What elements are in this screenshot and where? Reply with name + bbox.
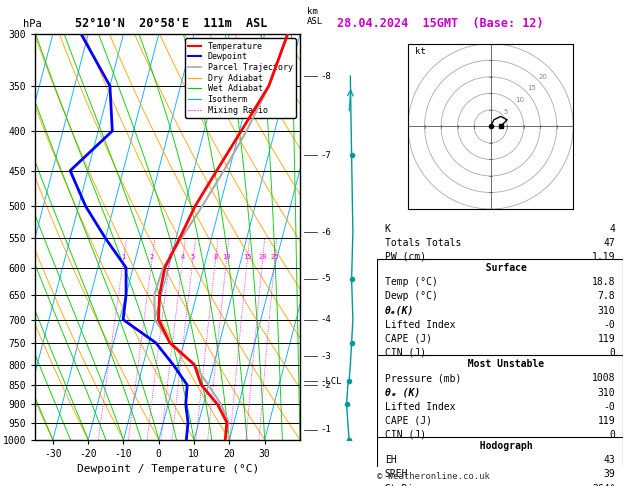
Text: θₑ(K): θₑ(K) (385, 306, 414, 315)
Text: 1: 1 (121, 254, 125, 260)
Text: 3: 3 (167, 254, 172, 260)
Text: Surface: Surface (474, 263, 526, 273)
Text: 43: 43 (604, 455, 615, 466)
Text: Pressure (mb): Pressure (mb) (385, 373, 461, 383)
Text: SREH: SREH (385, 469, 408, 480)
Text: 15: 15 (527, 86, 536, 91)
Text: -0: -0 (604, 320, 615, 330)
Text: Lifted Index: Lifted Index (385, 320, 455, 330)
Text: 25: 25 (270, 254, 279, 260)
Text: 7.8: 7.8 (598, 292, 615, 301)
Text: 5: 5 (504, 109, 508, 115)
Bar (377, 437, 623, 486)
Text: CIN (J): CIN (J) (385, 348, 426, 358)
Text: StmDir: StmDir (385, 484, 420, 486)
Text: EH: EH (385, 455, 396, 466)
Text: 0: 0 (610, 348, 615, 358)
Text: 5: 5 (191, 254, 195, 260)
Text: 119: 119 (598, 416, 615, 426)
Text: 18.8: 18.8 (592, 278, 615, 287)
Bar (377, 355, 623, 458)
Text: Hodograph: Hodograph (468, 441, 532, 451)
Text: 20: 20 (258, 254, 267, 260)
Text: 119: 119 (598, 334, 615, 344)
Text: 10: 10 (516, 97, 525, 103)
Text: Most Unstable: Most Unstable (456, 359, 544, 369)
Text: 28.04.2024  15GMT  (Base: 12): 28.04.2024 15GMT (Base: 12) (337, 17, 543, 30)
Text: θₑ (K): θₑ (K) (385, 387, 420, 398)
Text: 4: 4 (181, 254, 184, 260)
Text: -0: -0 (604, 401, 615, 412)
Text: Lifted Index: Lifted Index (385, 401, 455, 412)
Text: -4: -4 (320, 315, 331, 324)
Text: CAPE (J): CAPE (J) (385, 334, 431, 344)
Text: 39: 39 (604, 469, 615, 480)
Text: 310: 310 (598, 387, 615, 398)
Text: -5: -5 (320, 274, 331, 283)
Text: kt: kt (415, 47, 425, 56)
Text: 1.19: 1.19 (592, 252, 615, 262)
Text: -2: -2 (320, 381, 331, 390)
X-axis label: Dewpoint / Temperature (°C): Dewpoint / Temperature (°C) (77, 465, 259, 474)
Text: -1: -1 (320, 425, 331, 434)
Text: 52°10'N  20°58'E  111m  ASL: 52°10'N 20°58'E 111m ASL (75, 17, 268, 30)
Text: hPa: hPa (23, 19, 42, 30)
Text: -6: -6 (320, 227, 331, 237)
Legend: Temperature, Dewpoint, Parcel Trajectory, Dry Adiabat, Wet Adiabat, Isotherm, Mi: Temperature, Dewpoint, Parcel Trajectory… (185, 38, 296, 118)
Text: CAPE (J): CAPE (J) (385, 416, 431, 426)
Text: 310: 310 (598, 306, 615, 315)
Text: 1008: 1008 (592, 373, 615, 383)
Text: -LCL: -LCL (320, 377, 342, 385)
Text: 264°: 264° (592, 484, 615, 486)
Bar (377, 259, 623, 362)
Text: CIN (J): CIN (J) (385, 430, 426, 440)
Text: km
ASL: km ASL (307, 6, 323, 26)
Text: -7: -7 (320, 151, 331, 160)
Text: 0: 0 (610, 430, 615, 440)
Text: 4: 4 (610, 224, 615, 234)
Text: 10: 10 (222, 254, 231, 260)
Text: 8: 8 (213, 254, 218, 260)
Text: -3: -3 (320, 351, 331, 361)
Text: PW (cm): PW (cm) (385, 252, 426, 262)
Text: © weatheronline.co.uk: © weatheronline.co.uk (377, 472, 490, 481)
Text: Temp (°C): Temp (°C) (385, 278, 438, 287)
Text: -8: -8 (320, 72, 331, 81)
Text: 2: 2 (150, 254, 154, 260)
Text: Totals Totals: Totals Totals (385, 238, 461, 248)
Text: Dewp (°C): Dewp (°C) (385, 292, 438, 301)
Text: K: K (385, 224, 391, 234)
Text: 20: 20 (539, 74, 548, 80)
Text: 47: 47 (604, 238, 615, 248)
Text: 15: 15 (243, 254, 252, 260)
